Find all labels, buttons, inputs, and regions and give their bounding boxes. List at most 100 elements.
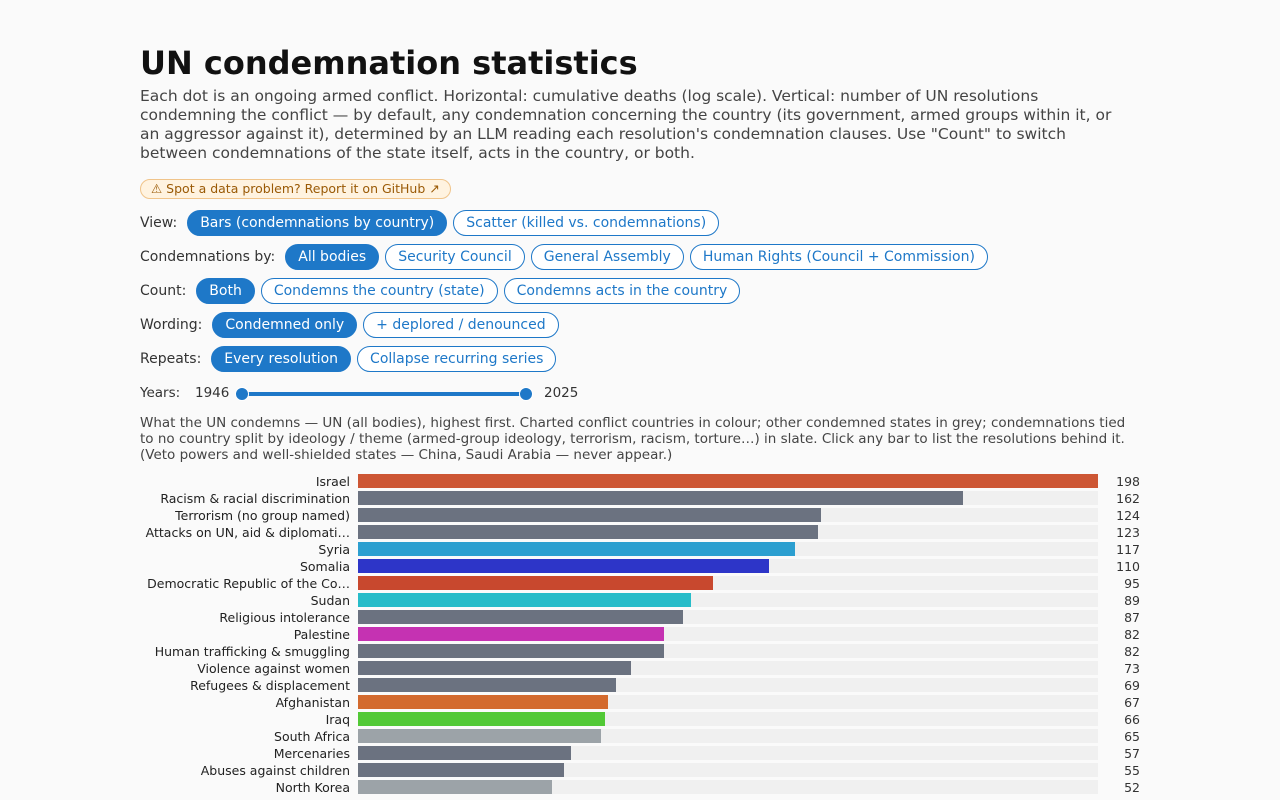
bar-value-label: 65 [1124,729,1140,744]
bar[interactable] [358,491,964,505]
view-option-button[interactable]: Bars (condemnations by country) [187,210,448,236]
years-end-value: 2025 [544,385,579,401]
bar[interactable] [358,525,818,539]
bar[interactable] [358,729,601,743]
bar-row[interactable]: Somalia 110 [140,558,1140,575]
bar-row[interactable]: Human trafficking & smuggling 82 [140,643,1140,660]
bar-value-label: 95 [1124,576,1140,591]
bar-category-label: Syria [318,542,350,557]
bar-row[interactable]: Attacks on UN, aid & diplomati… 123 [140,524,1140,541]
bar[interactable] [358,610,684,624]
bar-value-label: 87 [1124,610,1140,625]
bar[interactable] [358,678,616,692]
bar[interactable] [358,576,714,590]
bar[interactable] [358,508,822,522]
years-end-handle[interactable] [519,387,533,401]
bar-value-label: 69 [1124,678,1140,693]
bar[interactable] [358,644,665,658]
condemnations-by-control-row: Condemnations by: All bodies Security Coun… [140,244,988,270]
bar-value-label: 110 [1116,559,1140,574]
bar-category-label: Palestine [293,627,350,642]
bar-value-label: 55 [1124,763,1140,778]
bar-row[interactable]: Sudan 89 [140,592,1140,609]
bar[interactable] [358,559,770,573]
bar-category-label: Somalia [299,559,350,574]
bar-row[interactable]: Syria 117 [140,541,1140,558]
view-option-button[interactable]: Scatter (killed vs. condemnations) [453,210,720,236]
count-option-button[interactable]: Condemns acts in the country [503,278,741,304]
bar-category-label: Human trafficking & smuggling [154,644,350,659]
bar-category-label: Sudan [310,593,350,608]
bar-category-label: North Korea [275,780,350,795]
bar-row[interactable]: Mercenaries 57 [140,745,1140,762]
bar-value-label: 82 [1124,644,1140,659]
bar-row[interactable]: Palestine 82 [140,626,1140,643]
bar-value-label: 82 [1124,627,1140,642]
repeats-option-button[interactable]: Every resolution [211,346,352,372]
report-data-problem-link[interactable]: ⚠ Spot a data problem? Report it on GitH… [140,179,451,199]
bar-value-label: 124 [1116,508,1140,523]
count-option-button[interactable]: Condemns the country (state) [260,278,498,304]
bar-row[interactable]: Racism & racial discrimination 162 [140,490,1140,507]
bar-value-label: 123 [1116,525,1140,540]
condemnations-by-option-button[interactable]: All bodies [285,244,380,270]
bar[interactable] [358,474,1098,488]
view-label: View: [140,215,178,231]
page-title: UN condemnation statistics [140,44,638,82]
bar[interactable] [358,542,796,556]
wording-control-row: Wording: Condemned only + deplored / denou… [140,312,559,338]
bar-value-label: 73 [1124,661,1140,676]
bar-row[interactable]: Terrorism (no group named) 124 [140,507,1140,524]
bar-row[interactable]: Abuses against children 55 [140,762,1140,779]
repeats-label: Repeats: [140,351,202,367]
condemnations-by-option-button[interactable]: Security Council [385,244,525,270]
bar[interactable] [358,780,553,794]
bar-category-label: Religious intolerance [219,610,350,625]
bar-row[interactable]: Israel 198 [140,473,1140,490]
bar-row[interactable]: Afghanistan 67 [140,694,1140,711]
bar-row[interactable]: Iraq 66 [140,711,1140,728]
count-control-row: Count: Both Condemns the country (state) Co… [140,278,741,304]
bar[interactable] [358,661,631,675]
bar-value-label: 52 [1124,780,1140,795]
bar-category-label: Mercenaries [273,746,350,761]
bar[interactable] [358,746,572,760]
bar-row[interactable]: North Korea 52 [140,779,1140,796]
bar-row[interactable]: Democratic Republic of the Co… 95 [140,575,1140,592]
bar-row[interactable]: Religious intolerance 87 [140,609,1140,626]
bar-category-label: Terrorism (no group named) [175,508,350,523]
bar-row[interactable]: Violence against women 73 [140,660,1140,677]
bar-value-label: 198 [1116,474,1140,489]
bar-category-label: Abuses against children [200,763,350,778]
bar-row[interactable]: South Africa 65 [140,728,1140,745]
count-label: Count: [140,283,187,299]
bar-value-label: 67 [1124,695,1140,710]
bar[interactable] [358,763,564,777]
wording-option-button[interactable]: + deplored / denounced [363,312,559,338]
bar-value-label: 162 [1116,491,1140,506]
bar-category-label: Attacks on UN, aid & diplomati… [145,525,350,540]
bar-category-label: Democratic Republic of the Co… [147,576,350,591]
bar-category-label: Violence against women [197,661,350,676]
repeats-option-button[interactable]: Collapse recurring series [357,346,557,372]
bar[interactable] [358,627,665,641]
condemnations-by-label: Condemnations by: [140,249,276,265]
years-start-value: 1946 [195,385,230,401]
bar-row[interactable]: Refugees & displacement 69 [140,677,1140,694]
bar-category-label: Israel [315,474,350,489]
intro-text: Each dot is an ongoing armed conflict. H… [140,87,1112,162]
years-slider-track[interactable] [242,392,526,396]
view-control-row: View: Bars (condemnations by country) Scat… [140,210,720,236]
bar[interactable] [358,695,609,709]
years-start-handle[interactable] [235,387,249,401]
bar-category-label: Refugees & displacement [190,678,350,693]
count-option-button[interactable]: Both [196,278,255,304]
bar-category-label: South Africa [274,729,350,744]
condemnations-by-option-button[interactable]: General Assembly [530,244,684,270]
bar-value-label: 66 [1124,712,1140,727]
bar[interactable] [358,593,691,607]
condemnations-by-option-button[interactable]: Human Rights (Council + Commission) [689,244,988,270]
bar[interactable] [358,712,605,726]
bar-category-label: Racism & racial discrimination [160,491,350,506]
wording-option-button[interactable]: Condemned only [212,312,358,338]
